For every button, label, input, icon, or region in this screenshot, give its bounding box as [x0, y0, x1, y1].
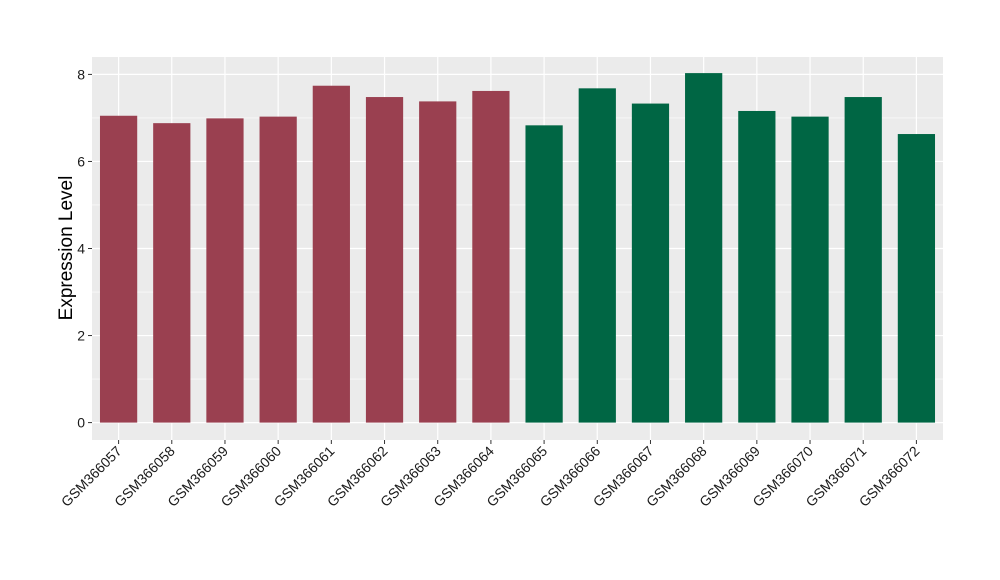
bar-GSM366058 [153, 123, 191, 423]
bar-GSM366057 [99, 115, 138, 423]
bar-GSM366067 [631, 103, 670, 423]
bar-GSM366069 [738, 110, 776, 423]
y-axis-title: Expression Level [56, 176, 77, 321]
bar-GSM366064 [472, 90, 510, 423]
bar-GSM366070 [791, 116, 829, 423]
bar-GSM366065 [525, 125, 563, 423]
bars [99, 73, 936, 423]
bar-GSM366066 [578, 88, 616, 423]
bar-GSM366068 [685, 73, 723, 423]
y-tick-label: 2 [77, 328, 85, 344]
y-tick-label: 6 [77, 153, 85, 169]
bar-GSM366063 [419, 101, 457, 423]
y-tick-label: 4 [77, 241, 85, 257]
y-tick-label: 0 [77, 415, 85, 431]
bar-GSM366071 [844, 97, 882, 423]
y-tick-label: 8 [77, 66, 85, 82]
bar-GSM366060 [259, 116, 297, 423]
bar-GSM366072 [897, 134, 936, 423]
bar-GSM366062 [365, 97, 404, 423]
bar-GSM366059 [206, 118, 244, 423]
bar-GSM366061 [312, 85, 350, 423]
